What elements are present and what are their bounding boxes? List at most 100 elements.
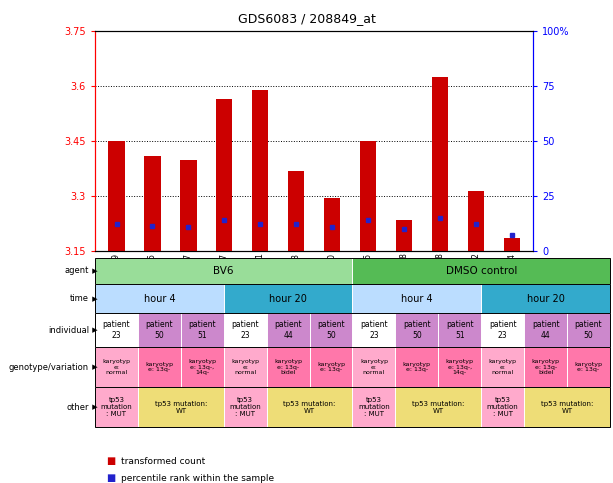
Text: karyotyp
e: 13q-: karyotyp e: 13q- (145, 362, 173, 372)
Text: karyotyp
e: 13q-,
14q-: karyotyp e: 13q-, 14q- (446, 359, 474, 375)
Text: patient
50: patient 50 (145, 320, 173, 340)
Bar (267, 347, 310, 387)
Bar (352, 387, 395, 427)
Text: percentile rank within the sample: percentile rank within the sample (121, 474, 274, 483)
Bar (352, 284, 481, 313)
Bar (180, 159, 197, 251)
Text: karyotyp
e:
normal: karyotyp e: normal (102, 359, 131, 375)
Text: patient
51: patient 51 (188, 320, 216, 340)
Bar (267, 313, 310, 347)
Text: karyotyp
e: 13q-: karyotyp e: 13q- (317, 362, 345, 372)
Bar (481, 313, 524, 347)
Text: DMSO control: DMSO control (446, 266, 517, 276)
Bar (138, 387, 224, 427)
Text: karyotyp
e: 13q-: karyotyp e: 13q- (403, 362, 431, 372)
Bar (95, 387, 610, 427)
Bar (109, 141, 124, 251)
Bar (145, 156, 161, 251)
Bar (267, 387, 352, 427)
Bar (396, 220, 412, 251)
Bar (224, 313, 267, 347)
Bar (95, 258, 352, 284)
Bar (95, 284, 610, 313)
Bar (438, 347, 481, 387)
Text: karyotyp
e: 13q-
bidel: karyotyp e: 13q- bidel (531, 359, 560, 375)
Bar (310, 347, 352, 387)
Text: tp53
mutation
: MUT: tp53 mutation : MUT (101, 398, 132, 417)
Text: ■: ■ (107, 473, 120, 483)
Bar (567, 313, 610, 347)
Bar (95, 387, 138, 427)
Bar (252, 90, 268, 251)
Text: agent: agent (64, 267, 89, 275)
Text: time: time (70, 294, 89, 303)
Text: karyotyp
e:
normal: karyotyp e: normal (231, 359, 259, 375)
Text: karyotyp
e: 13q-: karyotyp e: 13q- (574, 362, 603, 372)
Bar (352, 347, 395, 387)
Bar (224, 347, 267, 387)
Bar (352, 313, 395, 347)
Text: tp53
mutation
: MUT: tp53 mutation : MUT (358, 398, 390, 417)
Text: ▶: ▶ (90, 268, 97, 274)
Text: ▶: ▶ (90, 327, 97, 333)
Text: individual: individual (48, 326, 89, 335)
Bar (524, 387, 610, 427)
Text: ▶: ▶ (90, 364, 97, 370)
Text: karyotyp
e:
normal: karyotyp e: normal (489, 359, 517, 375)
Bar (432, 77, 448, 251)
Text: BV6: BV6 (213, 266, 234, 276)
Text: hour 4: hour 4 (143, 294, 175, 304)
Bar (181, 313, 224, 347)
Text: patient
50: patient 50 (403, 320, 431, 340)
Text: tp53 mutation:
WT: tp53 mutation: WT (541, 401, 593, 414)
Text: patient
50: patient 50 (317, 320, 345, 340)
Bar (438, 313, 481, 347)
Bar (481, 347, 524, 387)
Text: tp53
mutation
: MUT: tp53 mutation : MUT (487, 398, 519, 417)
Text: patient
44: patient 44 (531, 320, 560, 340)
Bar (352, 258, 610, 284)
Text: tp53 mutation:
WT: tp53 mutation: WT (283, 401, 336, 414)
Text: hour 4: hour 4 (401, 294, 433, 304)
Bar (524, 347, 567, 387)
Text: patient
23: patient 23 (489, 320, 517, 340)
Bar (395, 313, 438, 347)
Bar (138, 347, 181, 387)
Text: karyotyp
e: 13q-,
14q-: karyotyp e: 13q-, 14q- (188, 359, 216, 375)
Bar (216, 99, 232, 251)
Bar (95, 284, 224, 313)
Text: hour 20: hour 20 (269, 294, 307, 304)
Bar (395, 347, 438, 387)
Bar (468, 191, 484, 251)
Bar (95, 347, 610, 387)
Bar (95, 258, 610, 284)
Text: genotype/variation: genotype/variation (9, 363, 89, 371)
Text: patient
51: patient 51 (446, 320, 474, 340)
Bar (95, 313, 138, 347)
Bar (481, 284, 610, 313)
Bar (567, 347, 610, 387)
Text: karyotyp
e:
normal: karyotyp e: normal (360, 359, 388, 375)
Text: GDS6083 / 208849_at: GDS6083 / 208849_at (238, 12, 375, 25)
Text: patient
50: patient 50 (574, 320, 603, 340)
Text: patient
23: patient 23 (102, 320, 131, 340)
Bar (360, 141, 376, 251)
Text: ▶: ▶ (90, 296, 97, 302)
Text: tp53 mutation:
WT: tp53 mutation: WT (412, 401, 465, 414)
Bar (95, 313, 610, 347)
Bar (324, 198, 340, 251)
Bar (224, 387, 267, 427)
Text: patient
23: patient 23 (231, 320, 259, 340)
Bar (481, 387, 524, 427)
Text: transformed count: transformed count (121, 457, 205, 466)
Bar (181, 347, 224, 387)
Bar (504, 238, 520, 251)
Text: ■: ■ (107, 456, 120, 466)
Bar (524, 313, 567, 347)
Bar (310, 313, 352, 347)
Text: karyotyp
e: 13q-
bidel: karyotyp e: 13q- bidel (274, 359, 302, 375)
Text: other: other (66, 403, 89, 412)
Bar (395, 387, 481, 427)
Bar (224, 284, 352, 313)
Text: patient
44: patient 44 (274, 320, 302, 340)
